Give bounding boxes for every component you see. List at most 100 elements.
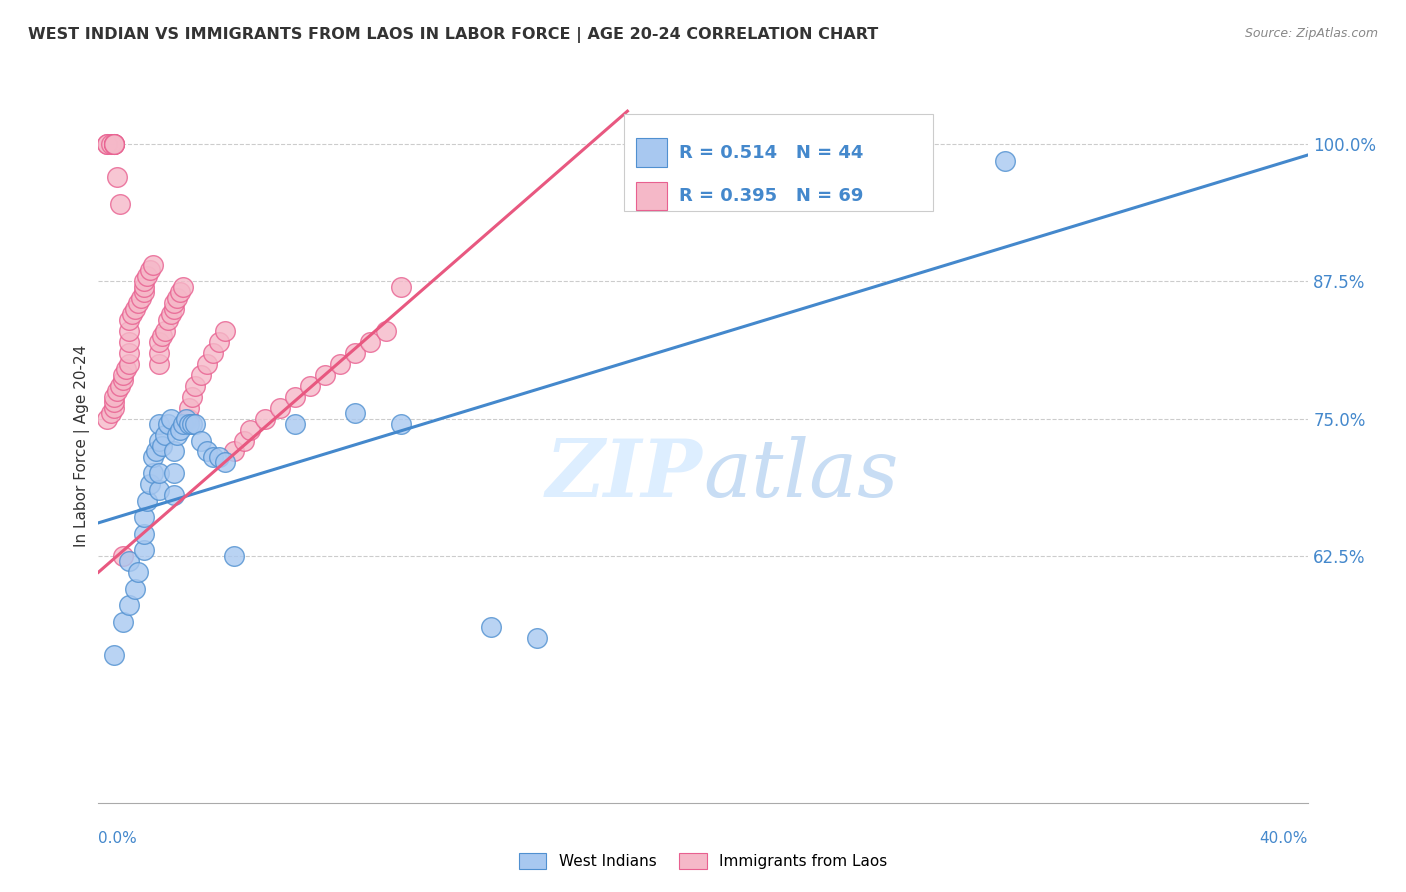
Point (132, 274, 155, 288)
Y-axis label: In Labor Force | Age 20-24: In Labor Force | Age 20-24 (75, 345, 90, 547)
Point (314, 368, 336, 382)
Point (118, 554, 141, 568)
Point (111, 549, 134, 563)
Point (105, 169, 128, 184)
Point (100, 406, 122, 420)
Point (284, 417, 307, 431)
Point (132, 285, 155, 300)
Point (121, 307, 143, 321)
Point (105, 384, 128, 398)
Point (239, 423, 262, 437)
Text: R = 0.395   N = 69: R = 0.395 N = 69 (679, 187, 863, 205)
Point (142, 258, 165, 272)
Point (344, 345, 367, 359)
Point (163, 467, 186, 481)
Point (148, 483, 170, 497)
Point (195, 444, 218, 458)
Bar (637, 138, 666, 167)
Point (172, 417, 194, 431)
Point (118, 598, 141, 612)
Point (118, 357, 141, 371)
Point (181, 417, 204, 431)
Point (156, 312, 179, 326)
Point (179, 417, 201, 431)
Point (142, 467, 165, 481)
Point (108, 378, 131, 392)
Point (111, 368, 134, 382)
Point (160, 307, 183, 321)
Point (299, 378, 322, 392)
Point (179, 411, 201, 425)
Text: WEST INDIAN VS IMMIGRANTS FROM LAOS IN LABOR FORCE | AGE 20-24 CORRELATION CHART: WEST INDIAN VS IMMIGRANTS FROM LAOS IN L… (28, 27, 879, 43)
Point (172, 280, 194, 294)
Point (118, 324, 141, 338)
Point (127, 566, 149, 580)
Point (142, 450, 165, 464)
Point (100, 137, 122, 152)
Point (253, 411, 276, 425)
Point (118, 345, 141, 359)
Point (103, 401, 125, 415)
FancyBboxPatch shape (624, 114, 932, 211)
Point (389, 280, 412, 294)
Point (169, 285, 191, 300)
Point (150, 439, 173, 453)
Point (103, 648, 125, 662)
Text: R = 0.514   N = 44: R = 0.514 N = 44 (679, 144, 863, 161)
Point (150, 329, 173, 343)
Point (160, 411, 183, 425)
Point (103, 395, 125, 409)
Point (481, 620, 503, 634)
Point (129, 291, 152, 305)
Text: Source: ZipAtlas.com: Source: ZipAtlas.com (1244, 27, 1378, 40)
Point (208, 450, 231, 464)
Point (114, 362, 136, 376)
Point (148, 345, 170, 359)
Point (111, 373, 134, 387)
Point (96, 411, 118, 425)
Point (96, 137, 118, 152)
Point (148, 467, 170, 481)
Point (139, 477, 162, 491)
Point (208, 334, 231, 349)
Point (148, 334, 170, 349)
Point (148, 434, 170, 448)
Text: atlas: atlas (703, 436, 898, 513)
Point (163, 444, 186, 458)
Point (103, 390, 125, 404)
Point (344, 406, 367, 420)
Point (166, 291, 188, 305)
Point (124, 582, 146, 596)
Text: 40.0%: 40.0% (1260, 831, 1308, 847)
Point (190, 368, 212, 382)
Point (526, 631, 548, 645)
Point (103, 137, 125, 152)
Point (389, 417, 412, 431)
Point (127, 296, 149, 310)
Point (132, 526, 155, 541)
Point (269, 401, 291, 415)
Point (103, 137, 125, 152)
Point (232, 434, 254, 448)
Point (118, 312, 141, 326)
Point (179, 401, 201, 415)
Point (163, 296, 186, 310)
Point (103, 137, 125, 152)
Text: 0.0%: 0.0% (98, 831, 138, 847)
Point (163, 301, 186, 316)
Point (184, 417, 207, 431)
Point (163, 488, 186, 502)
Point (169, 423, 191, 437)
Point (148, 417, 170, 431)
Point (124, 301, 146, 316)
Point (202, 345, 225, 359)
Text: ZIP: ZIP (546, 436, 703, 513)
Point (184, 378, 207, 392)
Point (174, 411, 197, 425)
Point (224, 444, 246, 458)
Point (190, 434, 212, 448)
Bar (637, 182, 666, 211)
Point (96, 137, 118, 152)
Point (214, 455, 236, 469)
Point (118, 334, 141, 349)
